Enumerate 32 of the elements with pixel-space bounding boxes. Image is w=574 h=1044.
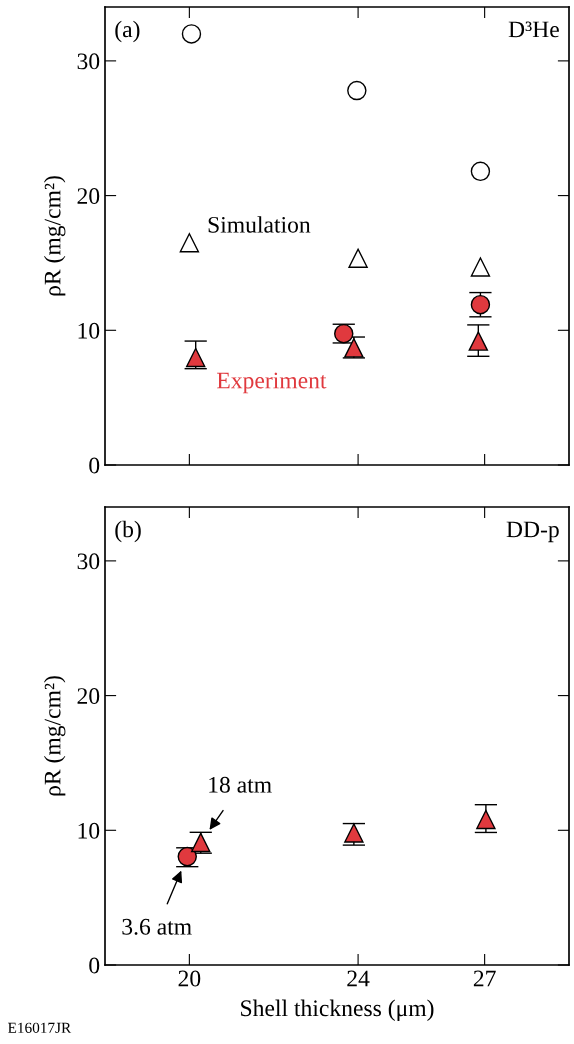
point	[476, 809, 496, 830]
x-tick-label: 27	[473, 970, 496, 987]
point	[470, 257, 491, 277]
point	[181, 24, 202, 44]
annotation: D³He	[508, 21, 559, 38]
annotation: DD-p	[506, 521, 559, 543]
x-tick-label: 24	[347, 970, 370, 987]
y-tick-label: 10	[78, 822, 100, 839]
x-tick-label: 20	[178, 970, 201, 987]
annotation: Simulation	[208, 216, 311, 233]
y-tick-label: 30	[77, 53, 100, 70]
y-axis-title: ρR (mg/cm²)	[43, 176, 66, 296]
point	[470, 161, 491, 182]
y-tick-label: 20	[77, 688, 100, 705]
y-tick-label: 10	[78, 322, 100, 339]
annotation: (a)	[115, 20, 140, 43]
text: E16017JR	[8, 1022, 72, 1033]
point	[348, 248, 368, 268]
annotation: 18 atm	[209, 776, 272, 793]
annotation: 3.6 atm	[122, 918, 192, 935]
y-tick-label: 20	[77, 188, 100, 205]
y-tick-label: 30	[77, 553, 100, 570]
y-tick-label: 0	[89, 957, 100, 974]
point	[347, 80, 367, 101]
x-axis-title: Shell thickness (μm)	[241, 999, 434, 1022]
y-tick-label: 0	[89, 457, 100, 474]
point	[179, 233, 200, 253]
y-axis-title: ρR (mg/cm²)	[43, 676, 66, 796]
annotation: (b)	[115, 520, 141, 543]
point	[185, 347, 206, 368]
annotation: Experiment	[217, 372, 327, 394]
point	[468, 331, 489, 351]
